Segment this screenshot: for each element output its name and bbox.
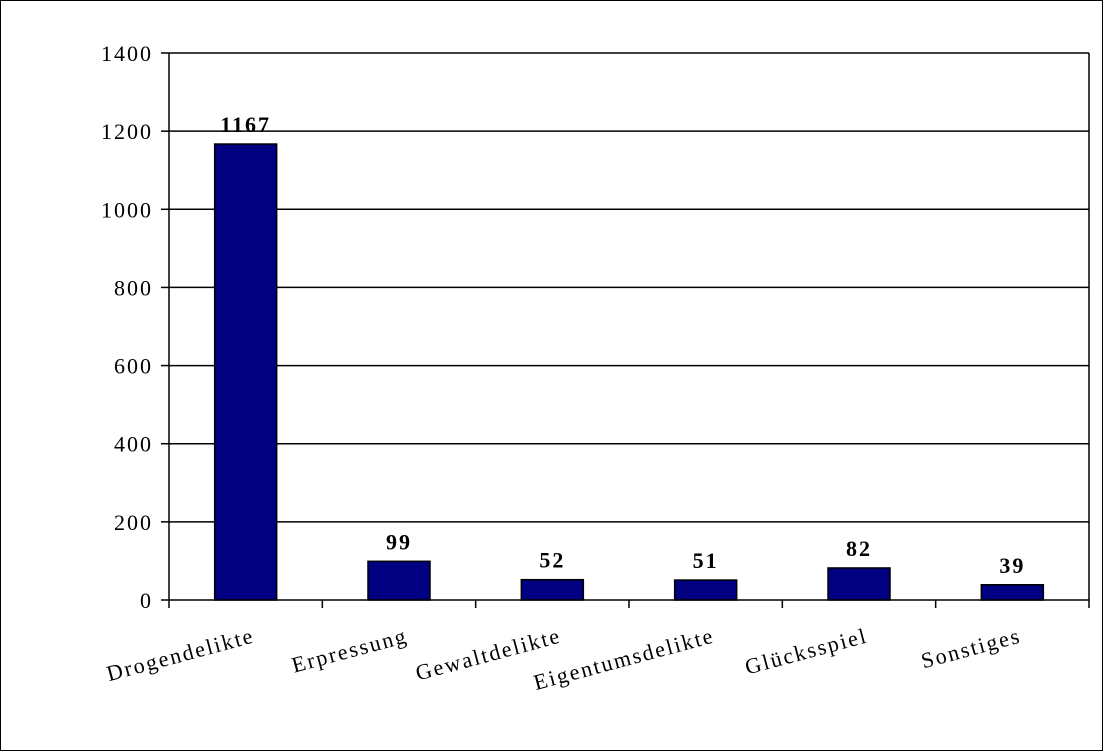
y-tick-label-400: 400 [114, 432, 153, 457]
bar-gewaltdelikte [520, 578, 585, 601]
data-label-sonstiges: 39 [999, 553, 1025, 578]
bar-sonstiges [980, 584, 1045, 601]
x-axis-category-labels: Drogendelikte Erpressung GewaltdelikteEige… [104, 623, 1024, 695]
y-tick-label-1200: 1200 [101, 119, 153, 144]
y-tick-label-1400: 1400 [101, 41, 153, 66]
bars [213, 143, 1045, 601]
x-axis-ticks [168, 600, 1090, 608]
x-category-label-sonstiges: Sonstiges [918, 623, 1023, 674]
bar-eigentumsdelikte [673, 579, 738, 601]
data-label-drogendelikte: 1167 [220, 112, 271, 137]
data-label-gewaltdelikte: 52 [539, 548, 565, 573]
y-tick-label-200: 200 [114, 510, 153, 535]
data-label-erpressung: 99 [386, 529, 412, 554]
x-category-label-glücksspiel: Glücksspiel [742, 623, 870, 680]
data-label-glücksspiel: 82 [846, 536, 872, 561]
y-tick-label-800: 800 [114, 275, 153, 300]
data-labels: 1167 99 52 51 82 39 [220, 112, 1025, 578]
data-label-eigentumsdelikte: 51 [693, 548, 719, 573]
y-tick-label-0: 0 [140, 588, 153, 613]
x-category-label-erpressung: Erpressung [289, 623, 410, 678]
axes [168, 53, 1089, 601]
y-axis-tick-labels: 0 200 400 600 800 1000 1200 1400 [101, 41, 153, 613]
gridlines [169, 52, 1089, 523]
y-axis-ticks [161, 52, 169, 601]
bar-drogendelikte [213, 143, 278, 601]
y-tick-label-1000: 1000 [101, 197, 153, 222]
bar-erpressung [367, 560, 431, 601]
bar-glücksspiel [827, 567, 891, 601]
x-category-label-drogendelikte: Drogendelikte [104, 623, 257, 686]
y-tick-label-600: 600 [114, 354, 153, 379]
